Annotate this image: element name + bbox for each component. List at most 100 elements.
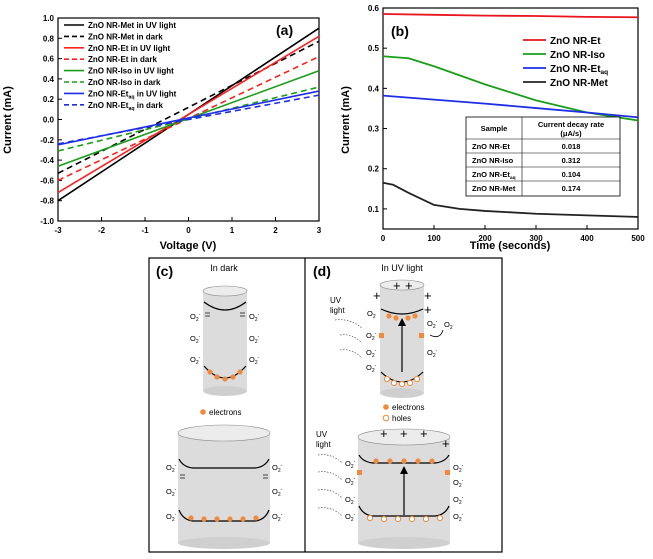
electron-dot [393,315,399,321]
o2-label: O2- [249,355,260,366]
panel-c-label: (c) [156,263,173,279]
series-line [382,181,639,218]
electron-dot [429,458,435,464]
electron-dot [214,374,220,380]
electron-dot [240,516,246,522]
y-tick-label: 0.5 [368,44,380,53]
hole-dot [406,379,414,387]
legend-label: ZnO NR-Iso [550,50,605,61]
electron-dot [412,313,418,319]
y-tick-label: 0.6 [43,55,55,64]
chart-b-xticks: 0 100 200 300 400 500 [381,225,645,243]
rod-bottom [203,386,247,396]
y-tick-label: 0.8 [43,34,55,43]
hole-dot [383,375,391,383]
electron-dot [214,516,220,522]
table-cell-sample: ZnO NR-Met [472,184,516,193]
plus-sign: + [420,426,428,441]
diagram: (c) In dark O2- O2- O2- O2- O2 [148,257,503,553]
x-tick-label: 300 [529,234,543,243]
o2-label: O2- [190,334,201,345]
electron-legend-dot [383,404,389,410]
chart-b-xlabel: Time (seconds) [470,240,551,252]
x-tick-label: -2 [98,226,106,235]
rod-top [379,279,425,291]
panel-d-label: (d) [313,263,331,279]
x-tick-label: 200 [478,234,492,243]
y-tick-label: 0.2 [368,165,380,174]
x-tick-label: 400 [580,234,594,243]
uv-label: UV [330,296,342,305]
electron-dot [419,333,424,338]
electron-dot [405,315,411,321]
nanorod-top-uv: + + + + + O2 O2- O2- O2- O2- O2- O2 UV [330,278,453,398]
chart-b-legend: ZnO NR-Et ZnO NR-Iso ZnO NR-Etaq ZnO NR-Met [523,36,608,89]
uv-label: UV [316,430,328,439]
hole-dot [390,379,398,387]
rod-bottom [178,537,270,549]
uv-ray [339,334,363,344]
y-tick-label: 0.6 [368,4,380,13]
uv-ray [317,507,343,517]
o2-label: O2- [272,512,283,523]
hole-dot [380,515,388,523]
electron-dot [357,470,362,475]
o2-label: O2- [345,476,356,487]
plus-sign: + [405,278,413,293]
electron-dot [188,515,194,521]
hole-dot [436,514,444,522]
table-header-sample: Sample [481,124,508,133]
y-tick-label: -0.6 [40,176,54,185]
x-tick-label: 3 [317,226,322,235]
table-cell-rate: 0.174 [562,184,582,193]
o2-label: O2- [366,348,377,359]
y-tick-label: -1.0 [40,217,54,226]
electron-dot [445,470,450,475]
table-cell-sample: ZnO NR-Etaq [472,170,516,181]
table-header-rate: Current decay rate [538,120,604,129]
y-tick-label: 0.3 [368,125,380,134]
legend-label: ZnO NR-Etaq in UV light [88,89,177,100]
hole-dot [413,375,421,383]
y-tick-label: 0.0 [43,116,55,125]
o2-label: O2- [345,512,356,523]
legend-label: ZnO NR-Met [550,78,608,89]
x-tick-label: 1 [230,226,235,235]
series-line [57,35,320,194]
electron-dot [401,458,407,464]
o2-label: O2- [249,312,260,323]
o2-label: O2- [366,331,377,342]
y-tick-label: -0.4 [40,156,54,165]
y-tick-label: 0.2 [43,95,55,104]
legend-label: ZnO NR-Met in dark [88,32,163,41]
y-tick-label: 0.4 [368,84,380,93]
electron-dot [237,369,243,375]
chart-b-panel-label: (b) [391,23,409,39]
arrow-head [400,466,408,474]
rod-body [178,433,270,543]
electron-dot [387,458,393,464]
hole-dot [366,514,374,522]
o2-label: O2- [427,348,438,359]
plus-sign: + [424,302,432,317]
series-line [57,40,320,175]
hole-dot [408,515,416,523]
uv-ray [339,349,363,359]
uv-label: light [316,440,331,449]
chart-a-xlabel: Voltage (V) [160,240,217,252]
plus-sign: + [442,436,450,451]
chart-b-series [382,13,639,218]
legend-label: ZnO NR-Et in UV light [88,44,171,53]
nanorod-bottom-dark: O2- O2- O2- O2- O2- O2- [166,424,283,549]
x-tick-label: 0 [381,234,386,243]
plus-sign: + [373,288,381,303]
table-cell-rate: 0.104 [562,170,582,179]
uv-label: light [330,306,345,315]
series-line [382,94,639,119]
o2-label: O2 [367,309,376,320]
x-tick-label: 100 [427,234,441,243]
chart-b-yticks: 0.1 0.2 0.3 0.4 0.5 0.6 [368,4,387,214]
panel-d: (d) In UV light [313,263,464,549]
band-curve-bottom [358,505,450,517]
legend-label: ZnO NR-Met in UV light [88,21,176,30]
